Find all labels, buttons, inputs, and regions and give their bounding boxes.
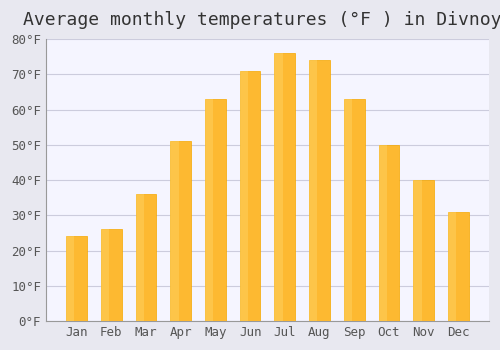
Bar <box>205 99 214 321</box>
Bar <box>136 194 156 321</box>
Bar <box>136 194 144 321</box>
Bar <box>66 236 87 321</box>
Title: Average monthly temperatures (°F ) in Divnoye: Average monthly temperatures (°F ) in Di… <box>22 11 500 29</box>
Bar <box>274 53 282 321</box>
Bar <box>170 141 191 321</box>
Bar <box>240 71 248 321</box>
Bar <box>378 145 387 321</box>
Bar <box>344 99 352 321</box>
Bar <box>309 60 318 321</box>
Bar <box>205 99 226 321</box>
Bar <box>309 60 330 321</box>
Bar <box>378 145 400 321</box>
Bar <box>101 229 109 321</box>
Bar <box>413 180 434 321</box>
Bar <box>240 71 260 321</box>
Bar <box>101 229 121 321</box>
Bar <box>344 99 364 321</box>
Bar <box>170 141 178 321</box>
Bar <box>66 236 74 321</box>
Bar <box>448 212 469 321</box>
Bar <box>413 180 422 321</box>
Bar <box>448 212 456 321</box>
Bar <box>274 53 295 321</box>
